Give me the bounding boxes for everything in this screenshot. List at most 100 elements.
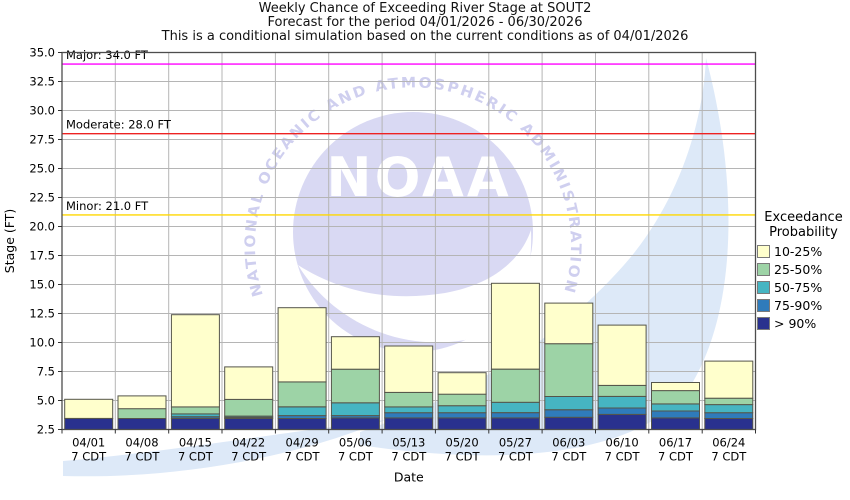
x-tick-time: 7 CDT [658, 450, 694, 464]
x-tick-date: 04/08 [125, 436, 158, 450]
bar-segment [704, 418, 754, 430]
threshold-label: Major: 34.0 FT [66, 48, 149, 62]
bar-segment [330, 368, 380, 404]
x-axis-title: Date [394, 470, 424, 485]
bar-segment [277, 418, 327, 430]
legend-item: > 90% [757, 314, 850, 332]
y-tick-label: 10.0 [29, 336, 55, 350]
bar-segment [544, 302, 594, 345]
y-tick-label: 15.0 [29, 278, 55, 292]
bar-segment [330, 417, 380, 430]
bar-stack [544, 302, 594, 430]
bar-segment [64, 398, 114, 419]
bar-segment [544, 409, 594, 418]
bar-segment [490, 412, 540, 419]
x-tick-date: 04/22 [232, 436, 265, 450]
y-tick-label: 20.0 [29, 220, 55, 234]
x-tick-date: 05/27 [499, 436, 532, 450]
watermark-tail [63, 420, 385, 477]
y-tick-label: 30.0 [29, 104, 55, 118]
x-tick-date: 05/06 [339, 436, 372, 450]
legend-item: 25-50% [757, 261, 850, 279]
bar-segment [544, 343, 594, 398]
y-tick-label: 7.5 [37, 365, 55, 379]
bar-segment [330, 336, 380, 370]
y-tick-label: 25.0 [29, 162, 55, 176]
x-tick-date: 06/03 [552, 436, 585, 450]
bar-segment [651, 390, 700, 405]
bar-stack [277, 307, 327, 430]
legend-swatch [757, 263, 770, 277]
legend: Exceedance Probability 10-25% 25-50% 50-75… [757, 210, 850, 332]
bar-segment [437, 405, 487, 414]
plot-border [61, 51, 757, 431]
bar-stack [64, 398, 114, 430]
bar-segment [384, 406, 434, 414]
legend-swatch [757, 245, 770, 259]
bar-segment [651, 417, 700, 430]
bar-segment [704, 397, 754, 406]
bar-segment [597, 324, 647, 386]
threshold-major: Major: 34.0 FT [62, 48, 756, 65]
y-axis: 2.5 5.0 7.5 10.0 12.5 15.0 17.5 20.0 22.5 25.0 27.… [2, 46, 62, 437]
bar-stack [437, 372, 487, 430]
x-tick-date: 04/01 [72, 436, 105, 450]
bar-segment [170, 406, 220, 415]
legend-item: 75-90% [757, 296, 850, 314]
bar-segment [490, 282, 540, 370]
bar-segment [651, 410, 700, 419]
y-tick-label: 2.5 [37, 423, 55, 437]
bar-segment [384, 417, 434, 430]
legend-item-list: 10-25% 25-50% 50-75% 75-90% > 90% [757, 243, 850, 332]
x-tick-time: 7 CDT [338, 450, 374, 464]
x-tick-time: 7 CDT [231, 450, 267, 464]
bar-stack [704, 360, 754, 430]
y-axis-title: Stage (FT) [2, 209, 17, 273]
bar-segment [597, 407, 647, 415]
bar-segment [64, 418, 114, 430]
bar-segment [330, 402, 380, 417]
bar-segment [224, 366, 274, 400]
bar-stack [597, 324, 647, 430]
bar-segment [277, 381, 327, 408]
x-tick-time: 7 CDT [605, 450, 641, 464]
x-tick-time: 7 CDT [551, 450, 587, 464]
bar-stack [170, 314, 220, 430]
legend-item: 10-25% [757, 243, 850, 261]
chart-header: Weekly Chance of Exceeding River Stage a… [0, 2, 850, 43]
bar-segment [117, 408, 167, 420]
legend-swatch [757, 316, 770, 330]
bar-segment [490, 368, 540, 403]
bar-segment [490, 417, 540, 430]
threshold-moderate: Moderate: 28.0 FT [62, 118, 756, 135]
legend-title-line1: Exceedance [764, 210, 843, 225]
x-tick-time: 7 CDT [71, 450, 107, 464]
bar-segment [384, 412, 434, 419]
bar-stack [117, 395, 167, 430]
x-tick-time: 7 CDT [711, 450, 747, 464]
watermark-bird [298, 230, 532, 343]
threshold-label: Minor: 21.0 FT [66, 199, 149, 213]
y-tick-label: 32.5 [29, 75, 55, 89]
x-tick-date: 06/17 [659, 436, 692, 450]
bar-segment [651, 382, 700, 392]
bar-segment [117, 395, 167, 410]
y-tick-label: 22.5 [29, 191, 55, 205]
bar-segment [544, 395, 594, 411]
y-tick-label: 35.0 [29, 46, 55, 60]
bar-segment [437, 393, 487, 407]
bar-segment [597, 395, 647, 409]
bar-segment [597, 413, 647, 430]
bar-segment [170, 314, 220, 408]
legend-item-label: > 90% [774, 315, 817, 331]
chart-subtitle: Forecast for the period 04/01/2026 - 06/… [267, 14, 583, 30]
bar-segment [704, 404, 754, 414]
legend-item: 50-75% [757, 279, 850, 297]
bar-stack [490, 282, 540, 430]
bar-segment [384, 345, 434, 393]
bar-stack [384, 345, 434, 430]
legend-title: Exceedance Probability [757, 210, 850, 240]
x-tick-date: 05/20 [446, 436, 479, 450]
